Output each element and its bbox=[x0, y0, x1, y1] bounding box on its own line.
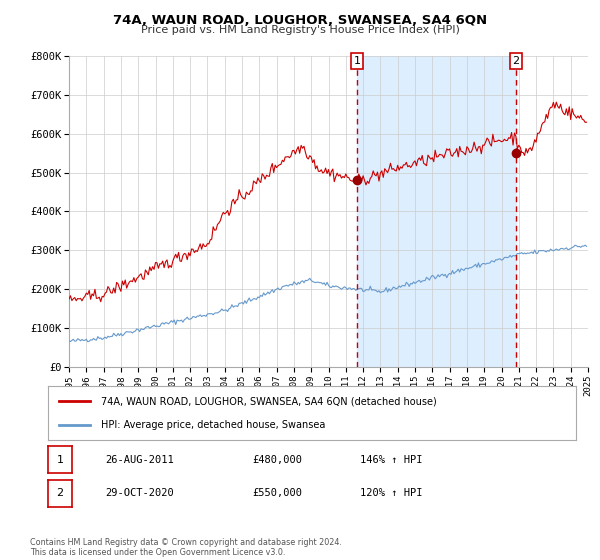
Text: 2: 2 bbox=[56, 488, 64, 498]
Text: £550,000: £550,000 bbox=[252, 488, 302, 498]
Text: 120% ↑ HPI: 120% ↑ HPI bbox=[360, 488, 422, 498]
Bar bbox=[357, 56, 516, 367]
Text: 1: 1 bbox=[56, 455, 64, 465]
Text: 74A, WAUN ROAD, LOUGHOR, SWANSEA, SA4 6QN (detached house): 74A, WAUN ROAD, LOUGHOR, SWANSEA, SA4 6Q… bbox=[101, 396, 437, 407]
Text: 29-OCT-2020: 29-OCT-2020 bbox=[105, 488, 174, 498]
Text: Price paid vs. HM Land Registry's House Price Index (HPI): Price paid vs. HM Land Registry's House … bbox=[140, 25, 460, 35]
Text: 26-AUG-2011: 26-AUG-2011 bbox=[105, 455, 174, 465]
Text: 74A, WAUN ROAD, LOUGHOR, SWANSEA, SA4 6QN: 74A, WAUN ROAD, LOUGHOR, SWANSEA, SA4 6Q… bbox=[113, 14, 487, 27]
Text: 1: 1 bbox=[353, 56, 361, 66]
Text: £480,000: £480,000 bbox=[252, 455, 302, 465]
Text: HPI: Average price, detached house, Swansea: HPI: Average price, detached house, Swan… bbox=[101, 419, 325, 430]
Text: 146% ↑ HPI: 146% ↑ HPI bbox=[360, 455, 422, 465]
Text: 2: 2 bbox=[512, 56, 520, 66]
Text: Contains HM Land Registry data © Crown copyright and database right 2024.
This d: Contains HM Land Registry data © Crown c… bbox=[30, 538, 342, 557]
